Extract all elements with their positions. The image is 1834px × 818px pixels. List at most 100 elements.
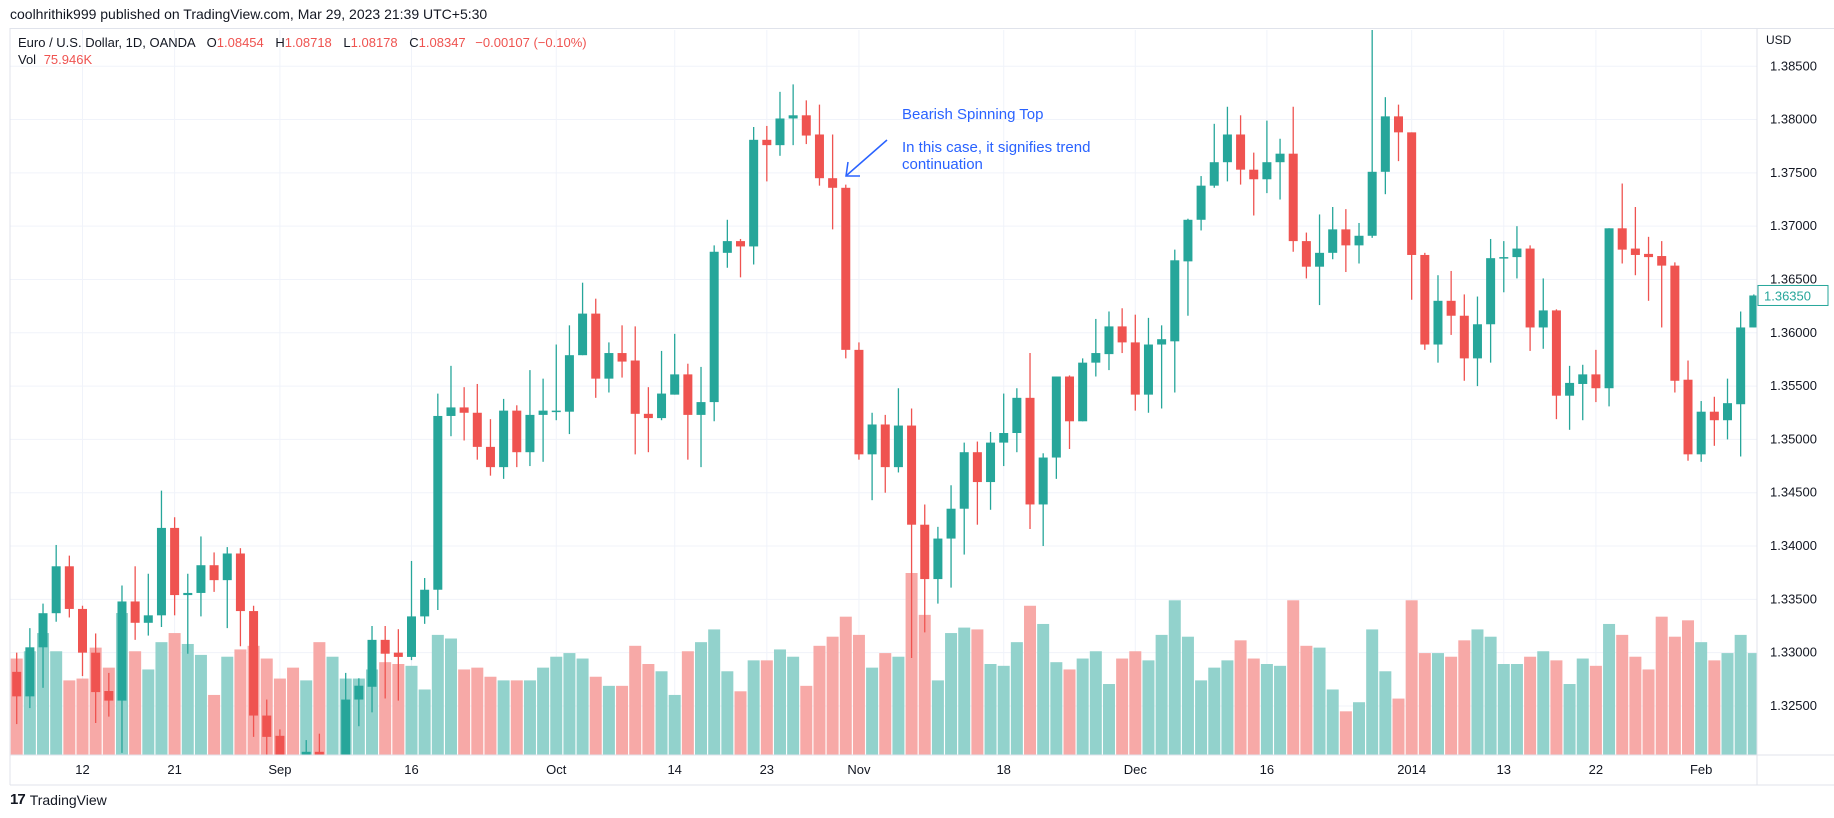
candle-body[interactable] xyxy=(1222,134,1232,163)
candle-body[interactable] xyxy=(736,241,745,247)
candle-body[interactable] xyxy=(946,508,956,539)
candle[interactable] xyxy=(275,729,285,770)
candle[interactable] xyxy=(301,740,311,770)
candle-body[interactable] xyxy=(525,414,535,453)
candle[interactable] xyxy=(1736,311,1746,457)
candle[interactable] xyxy=(1683,360,1693,461)
candle-body[interactable] xyxy=(433,415,443,590)
candle-body[interactable] xyxy=(775,118,785,146)
candle-body[interactable] xyxy=(1236,134,1246,170)
candle[interactable] xyxy=(1288,106,1298,252)
candle[interactable] xyxy=(1604,228,1614,407)
candle-body[interactable] xyxy=(551,410,561,413)
candle[interactable] xyxy=(1065,375,1074,450)
candle-body[interactable] xyxy=(1380,116,1390,172)
candle-body[interactable] xyxy=(341,699,351,762)
volume-label[interactable]: Vol xyxy=(18,52,37,67)
candle[interactable] xyxy=(209,552,219,592)
candle-body[interactable] xyxy=(1183,219,1193,262)
candle-body[interactable] xyxy=(670,374,680,395)
candle-body[interactable] xyxy=(1315,252,1325,267)
candle-body[interactable] xyxy=(801,115,811,136)
candle[interactable] xyxy=(1459,294,1469,381)
candle-body[interactable] xyxy=(104,691,114,701)
candle-body[interactable] xyxy=(1301,241,1311,267)
candle[interactable] xyxy=(1709,396,1719,446)
candle[interactable] xyxy=(854,342,864,460)
candle[interactable] xyxy=(1341,209,1351,273)
candle-body[interactable] xyxy=(1446,300,1456,316)
candle[interactable] xyxy=(920,504,930,633)
brand-name[interactable]: TradingView xyxy=(29,791,107,808)
candle[interactable] xyxy=(551,344,561,421)
candle[interactable] xyxy=(591,298,601,398)
candle-body[interactable] xyxy=(499,410,509,468)
candle[interactable] xyxy=(262,699,272,765)
candle[interactable] xyxy=(828,134,838,230)
candle[interactable] xyxy=(1301,232,1311,279)
candle[interactable] xyxy=(1170,249,1180,393)
candle[interactable] xyxy=(64,555,74,618)
candle[interactable] xyxy=(1117,308,1127,354)
candle[interactable] xyxy=(1749,294,1758,328)
candle-body[interactable] xyxy=(512,410,522,453)
candle[interactable] xyxy=(1696,401,1706,462)
candle-body[interactable] xyxy=(999,433,1009,443)
candle[interactable] xyxy=(630,326,640,455)
candle[interactable] xyxy=(1249,152,1259,216)
candle[interactable] xyxy=(420,578,430,624)
candle[interactable] xyxy=(801,100,811,145)
candle-body[interactable] xyxy=(170,527,180,596)
candle[interactable] xyxy=(1420,252,1430,350)
candle[interactable] xyxy=(1222,106,1232,182)
candle-body[interactable] xyxy=(1604,228,1614,389)
candle-body[interactable] xyxy=(485,446,495,468)
candle[interactable] xyxy=(1236,115,1246,185)
candle-body[interactable] xyxy=(420,589,430,617)
candle-body[interactable] xyxy=(854,349,864,455)
candle[interactable] xyxy=(367,625,377,713)
annotation-title[interactable]: Bearish Spinning Top xyxy=(902,106,1044,123)
candle-body[interactable] xyxy=(1078,362,1088,422)
candle[interactable] xyxy=(749,127,759,265)
candle[interactable] xyxy=(1433,275,1443,363)
candle-body[interactable] xyxy=(1630,248,1640,255)
candle-body[interactable] xyxy=(1275,153,1285,163)
candle[interactable] xyxy=(578,282,588,356)
candle-body[interactable] xyxy=(183,592,193,596)
candle[interactable] xyxy=(1394,104,1403,162)
candle[interactable] xyxy=(1499,241,1509,293)
candle-body[interactable] xyxy=(1512,248,1522,258)
candle-body[interactable] xyxy=(64,566,74,609)
candle[interactable] xyxy=(1091,318,1101,377)
candle-body[interactable] xyxy=(1644,253,1654,258)
symbol-title[interactable]: Euro / U.S. Dollar, 1D, OANDA xyxy=(18,35,196,50)
candle-body[interactable] xyxy=(814,134,824,179)
candle-body[interactable] xyxy=(749,139,759,247)
candle[interactable] xyxy=(328,759,337,775)
candle-body[interactable] xyxy=(630,360,640,414)
candle-body[interactable] xyxy=(1683,379,1693,455)
candle-body[interactable] xyxy=(1696,411,1706,455)
candle-body[interactable] xyxy=(1709,411,1719,421)
candle[interactable] xyxy=(657,350,667,421)
candle-body[interactable] xyxy=(1407,132,1417,255)
candle-body[interactable] xyxy=(841,187,851,350)
candle-body[interactable] xyxy=(12,671,22,697)
candle[interactable] xyxy=(170,517,180,616)
candle-body[interactable] xyxy=(1486,258,1496,325)
candle[interactable] xyxy=(1078,358,1088,422)
candle[interactable] xyxy=(1209,123,1219,188)
candle-body[interactable] xyxy=(959,452,969,509)
annotation-line-1[interactable]: In this case, it signifies trend xyxy=(902,139,1091,156)
candle-body[interactable] xyxy=(1104,326,1114,355)
candle-body[interactable] xyxy=(1091,353,1101,363)
candle-body[interactable] xyxy=(209,565,219,581)
candle[interactable] xyxy=(999,393,1009,467)
candle[interactable] xyxy=(341,672,351,770)
candle[interactable] xyxy=(709,245,719,422)
candle-body[interactable] xyxy=(1170,260,1180,342)
candle[interactable] xyxy=(972,441,982,525)
candle[interactable] xyxy=(117,585,127,753)
candle-body[interactable] xyxy=(143,615,153,623)
